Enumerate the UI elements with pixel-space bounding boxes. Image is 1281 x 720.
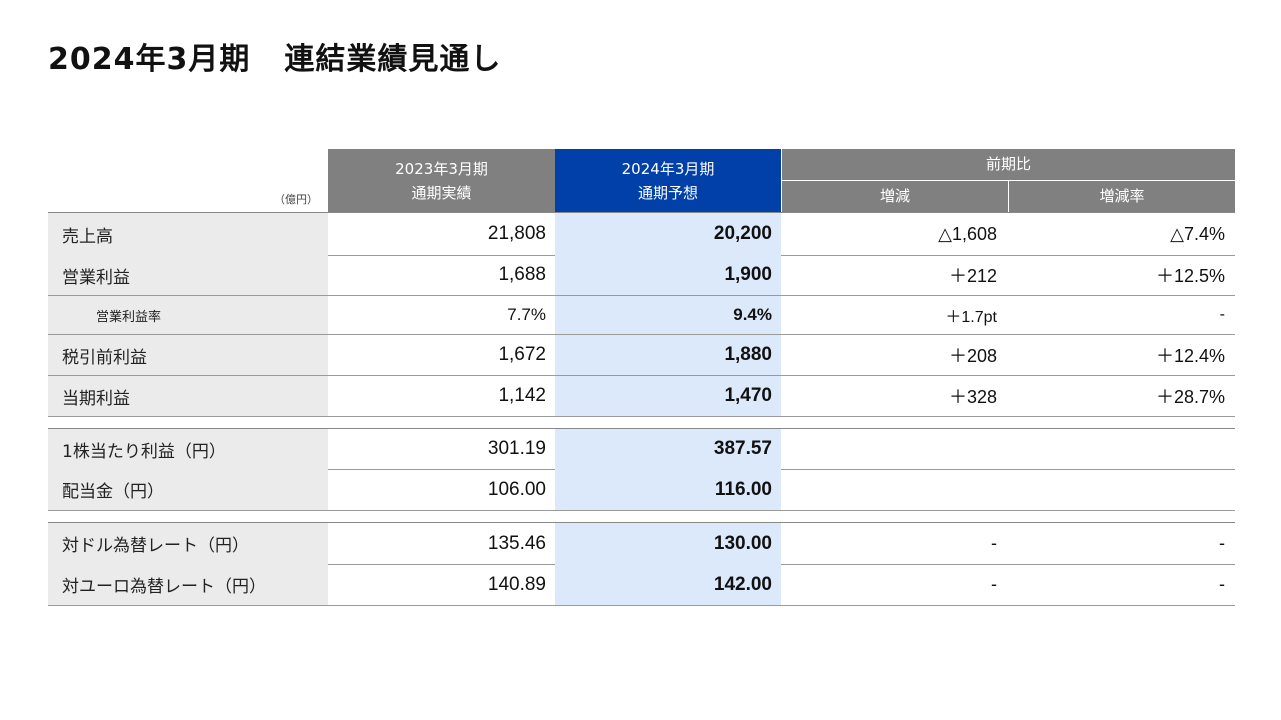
value-increase: △1,608 [938, 223, 997, 244]
value-rate: △7.4% [1170, 223, 1225, 244]
table-row: 1株当たり利益（円） 301.19 387.57 [48, 428, 1235, 470]
value-rate: ＋12.4% [1155, 346, 1225, 366]
value-rate: - [1219, 533, 1225, 553]
row-label: 税引前利益 [48, 335, 328, 375]
value-rate [1007, 469, 1235, 510]
row-label: 1株当たり利益（円） [48, 429, 328, 469]
table-row: 配当金（円） 106.00 116.00 [48, 469, 1235, 511]
value-2023: 1,672 [498, 344, 546, 365]
row-label: 対ドル為替レート（円） [48, 523, 328, 564]
title-period: 2024年3月期 [48, 42, 251, 77]
value-2023: 1,688 [498, 264, 546, 285]
value-increase: ＋1.7pt [945, 309, 997, 326]
row-label: 営業利益率 [48, 296, 328, 334]
value-increase: ＋212 [948, 266, 997, 286]
table-row: 対ドル為替レート（円） 135.46 130.00 - - [48, 522, 1235, 565]
row-label: 当期利益 [48, 376, 328, 416]
title-subject: 連結業績見通し [284, 42, 502, 77]
header-increase-rate: 増減率 [1009, 181, 1235, 212]
value-2024: 20,200 [555, 213, 781, 255]
header-2023-results: 2023年3月期 通期実績 [328, 149, 555, 212]
row-label: 配当金（円） [48, 469, 328, 510]
value-2024: 1,880 [555, 335, 781, 375]
page-title: 2024年3月期 連結業績見通し [48, 34, 501, 78]
value-2023: 140.89 [487, 573, 546, 595]
value-2023: 21,808 [487, 223, 546, 244]
header-vs-previous-year: 前期比 [782, 149, 1235, 180]
table-row: 対ユーロ為替レート（円） 140.89 142.00 - - [48, 564, 1235, 606]
value-increase: - [991, 574, 997, 594]
value-increase: ＋208 [948, 346, 997, 366]
value-2024: 130.00 [555, 523, 781, 564]
row-label: 売上高 [48, 213, 328, 255]
value-rate: - [1219, 306, 1225, 323]
table-row: 営業利益率 7.7% 9.4% ＋1.7pt - [48, 296, 1235, 335]
table-row: 営業利益 1,688 1,900 ＋212 ＋12.5% [48, 255, 1235, 296]
value-2023: 106.00 [487, 478, 546, 500]
value-rate [1007, 429, 1235, 469]
value-2024: 116.00 [555, 469, 781, 510]
table-row: 当期利益 1,142 1,470 ＋328 ＋28.7% [48, 376, 1235, 417]
value-2023: 7.7% [507, 305, 546, 324]
header-increase: 増減 [782, 181, 1008, 212]
table-row: 売上高 21,808 20,200 △1,608 △7.4% [48, 212, 1235, 256]
value-increase [781, 429, 1007, 469]
row-label: 営業利益 [48, 255, 328, 295]
value-rate: - [1219, 574, 1225, 594]
value-2024: 9.4% [555, 296, 781, 334]
value-increase [781, 469, 1007, 510]
value-rate: ＋12.5% [1155, 266, 1225, 286]
value-2024: 142.00 [555, 564, 781, 605]
header-2023-line1: 2023年3月期 [395, 160, 488, 178]
unit-label: （億円） [274, 193, 318, 206]
value-2024: 1,470 [555, 376, 781, 416]
header-2023-line2: 通期実績 [411, 184, 472, 202]
value-2024: 1,900 [555, 255, 781, 295]
value-2023: 1,142 [498, 385, 546, 406]
table-row: 税引前利益 1,672 1,880 ＋208 ＋12.4% [48, 335, 1235, 376]
value-increase: - [991, 533, 997, 553]
value-rate: ＋28.7% [1155, 387, 1225, 407]
value-2023: 301.19 [487, 438, 546, 459]
header-2024-forecast: 2024年3月期 通期予想 [555, 149, 781, 212]
value-2023: 135.46 [487, 532, 546, 554]
row-label: 対ユーロ為替レート（円） [48, 564, 328, 605]
header-2024-line2: 通期予想 [637, 184, 698, 202]
value-2024: 387.57 [555, 429, 781, 469]
value-increase: ＋328 [948, 387, 997, 407]
header-2024-line1: 2024年3月期 [621, 160, 715, 178]
